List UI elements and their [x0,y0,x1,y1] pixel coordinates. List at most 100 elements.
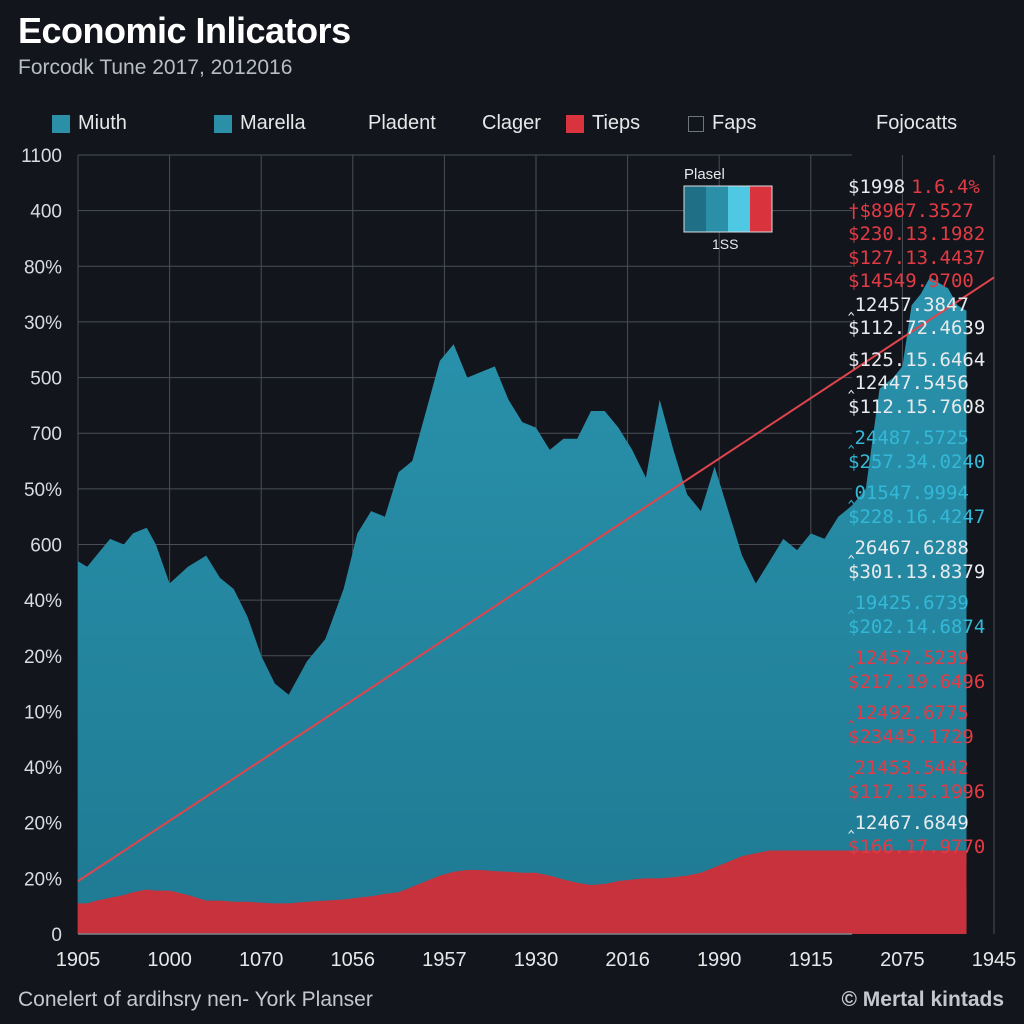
x-tick-label: 1915 [789,949,834,971]
panel-row-text: ‸12492.6775 [848,702,969,724]
panel-row: ‸24487.5725 [848,429,1018,453]
panel-row-text: $228.16.4247 [848,505,986,528]
x-tick-label: 1070 [239,949,284,971]
panel-row-text: ‸19425.6739 [848,592,969,614]
panel-row-text: $257.34.0240 [848,450,986,473]
panel-row-text: $112.15.7608 [848,395,986,418]
panel-row-text: ‸12457.5239 [848,647,969,669]
panel-row-text: ‸12467.6849 [848,812,969,834]
panel-row: $230.13.1982 [848,225,1018,249]
panel-row-text: †$8967.3527 [848,199,974,222]
y-tick-label: 500 [30,369,62,390]
legend-label-miuth: Miuth [78,112,127,134]
inset-bar [750,186,773,232]
panel-row: ‸01547.9994 [848,484,1018,508]
inset-label: Plasel [684,166,725,183]
y-tick-label: 50% [24,480,62,501]
y-tick-label: 700 [30,424,62,445]
panel-row: $117.15.1996 [848,780,1018,807]
x-tick-label: 1945 [972,949,1017,971]
panel-row-text: $230.13.1982 [848,223,986,245]
panel-row-text: $112.72.4639 [848,317,986,339]
panel-row: $257.34.0240 [848,450,1018,477]
panel-row: ‸26467.6288 [848,539,1018,563]
panel-row: ‸12467.6849 [848,814,1018,838]
y-tick-label: 80% [24,257,62,278]
panel-row-text: ‸21453.5442 [848,757,969,779]
panel-row: $112.15.7608 [848,395,1018,422]
panel-row: $112.72.4639 [848,319,1018,343]
y-tick-label: 600 [30,536,62,557]
panel-row-text: $1998 [848,176,906,198]
panel-row: ‸12492.6775 [848,704,1018,728]
panel-row-extra: 1.6.4% [911,176,980,198]
panel-row: ‸21453.5442 [848,759,1018,783]
x-tick-label: 1000 [147,949,192,971]
legend-item-marella[interactable]: Marella [214,112,306,135]
inset-bar [706,186,729,232]
panel-row: $202.14.6874 [848,615,1018,642]
inset-bar [728,186,751,232]
chart-subtitle: Forcodk Tune 2017, 2012016 [18,56,293,79]
panel-row: $14549.9700 [848,272,1018,296]
footer-source: Conelert of ardihsry nen- York Planser [18,988,373,1011]
panel-row-text: ‸12457.3847 [848,293,969,316]
legend: Miuth Marella Pladent Clager Tieps Faps [0,112,1024,140]
panel-row: $166.17.9770 [848,835,1018,862]
x-tick-label: 1957 [422,949,467,971]
legend-item-tieps[interactable]: Tieps [566,112,640,135]
legend-item-pladent[interactable]: Pladent [368,112,436,135]
panel-row-text: $166.17.9770 [848,835,986,858]
panel-header: Fojocatts [876,112,958,134]
legend-swatch-marella [214,114,232,133]
legend-swatch-tieps [566,114,584,133]
x-tick-label: 1990 [697,949,742,971]
y-tick-label: 40% [24,758,62,779]
panel-row: $1998 1.6.4% [848,178,1018,202]
panel-row: $217.19.6496 [848,670,1018,697]
area-series-miuth [78,277,967,934]
y-tick-label: 40% [24,591,62,612]
panel-row: ‸12457.3847 [848,293,1018,320]
legend-item-clager[interactable]: Clager [482,112,541,135]
panel-row-text: $23445.1729 [848,725,974,748]
legend-item-miuth[interactable]: Miuth [52,112,127,135]
panel-row-text: $202.14.6874 [848,615,986,638]
legend-swatch-miuth [52,114,70,133]
chart-title: Economic Inlicators [18,10,351,51]
panel-row: $23445.1729 [848,725,1018,752]
panel-row: $125.15.6464 [848,348,1018,375]
y-tick-label: 20% [24,647,62,668]
panel-row-text: ‸01547.9994 [848,482,969,504]
panel-row-text: ‸26467.6288 [848,537,969,559]
y-tick-label: 1100 [21,146,62,167]
x-tick-label: 1930 [514,949,559,971]
x-tick-label: 1056 [331,949,376,971]
panel-row-text: $14549.9700 [848,270,974,292]
panel-row-text: $125.15.6464 [848,348,986,371]
legend-item-faps[interactable]: Faps [688,112,756,135]
trend-line [77,276,995,882]
panel-row-text: $117.15.1996 [848,780,986,803]
inset-value: 1SS [712,236,739,252]
panel-row-text: ‸12447.5456 [848,372,969,394]
inset-frame [683,185,773,233]
legend-label-faps: Faps [712,112,757,134]
legend-label-clager: Clager [482,112,541,134]
panel-row-text: $127.13.4437 [848,246,986,269]
value-panel: $1998 1.6.4% †$8967.3527 $230.13.1982 $127.1… [848,178,1018,861]
panel-row-text: ‸24487.5725 [848,427,969,449]
panel-row: $228.16.4247 [848,505,1018,532]
legend-swatch-faps [688,115,704,132]
y-tick-label: 400 [30,202,62,223]
panel-row: $127.13.4437 [848,246,1018,273]
y-tick-label: 20% [24,869,62,890]
x-tick-label: 2075 [880,949,925,971]
y-tick-label: 0 [51,925,62,946]
area-series-tieps [78,850,967,934]
brand-watermark: © Mertal kintads [841,988,1004,1011]
y-tick-label: 30% [24,313,62,334]
panel-row-text: $217.19.6496 [848,670,986,693]
panel-row: ‸12457.5239 [848,649,1018,673]
